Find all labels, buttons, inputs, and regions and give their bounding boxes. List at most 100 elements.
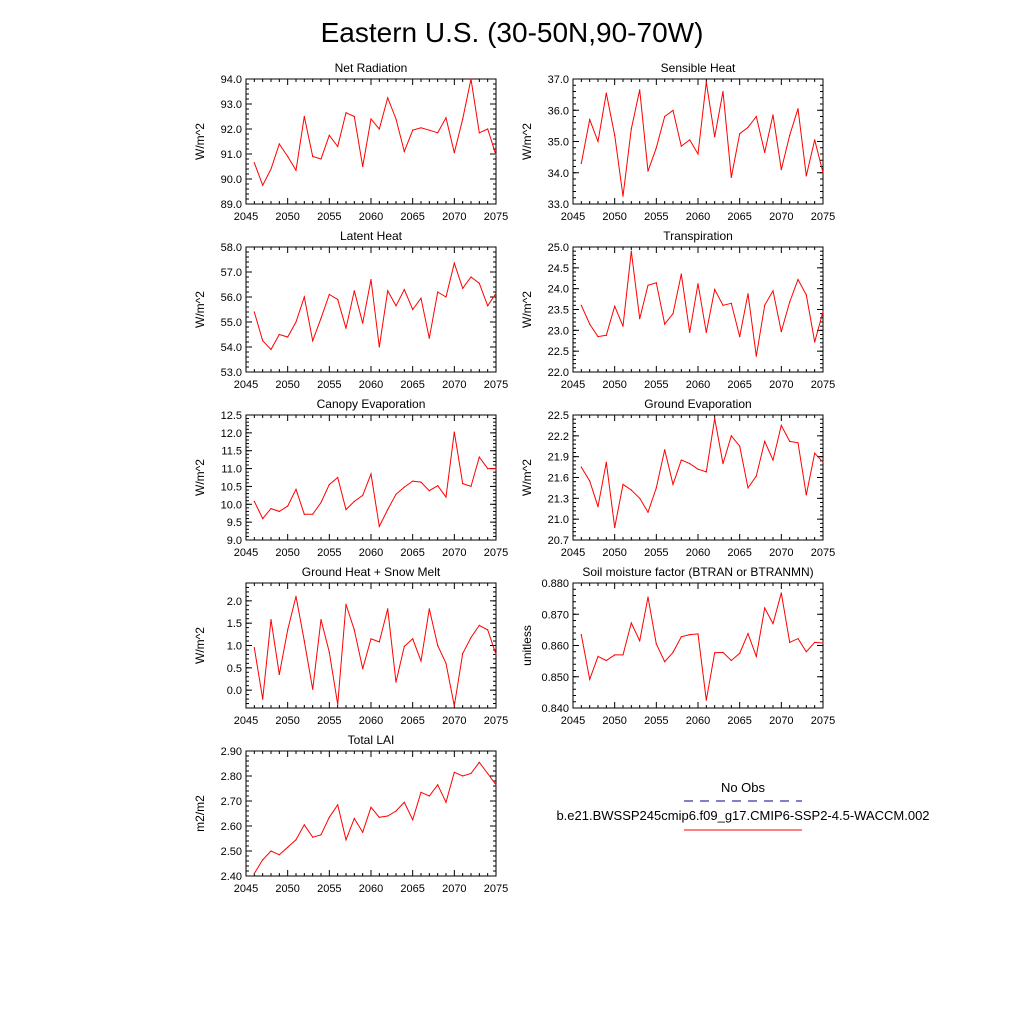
x-tick-label: 2070	[769, 715, 793, 727]
x-tick-label: 2075	[484, 547, 508, 559]
data-point	[470, 485, 472, 487]
y-tick-label: 9.5	[227, 517, 242, 529]
data-point	[295, 595, 297, 598]
data-point	[387, 290, 389, 292]
y-axis-label: W/m^2	[520, 291, 534, 328]
x-tick-label: 2050	[602, 715, 626, 727]
data-point	[412, 638, 414, 640]
x-tick-label: 2045	[561, 715, 585, 727]
y-tick-label: 36.0	[548, 105, 569, 117]
data-point	[412, 819, 414, 821]
x-tick-label: 2070	[442, 211, 466, 223]
y-tick-label: 24.0	[548, 284, 569, 296]
data-point	[478, 132, 480, 134]
data-point	[630, 128, 632, 130]
y-tick-label: 21.6	[548, 473, 569, 485]
data-point	[655, 147, 657, 149]
data-point	[253, 647, 255, 649]
data-point	[705, 699, 707, 701]
x-tick-label: 2075	[484, 211, 508, 223]
x-tick-label: 2075	[811, 715, 835, 727]
y-axis-label: unitless	[520, 625, 534, 666]
data-point	[362, 831, 364, 833]
data-point	[580, 304, 582, 306]
x-tick-label: 2060	[359, 715, 383, 727]
data-point	[437, 291, 439, 293]
chart-panel-4: 2045 2050 2055 2060 2065 2070 2075 22.0 22.5 23.0…	[520, 229, 835, 391]
data-point	[278, 673, 280, 676]
series-line	[253, 596, 497, 706]
data-point	[478, 456, 480, 458]
data-point	[605, 334, 607, 336]
x-tick-label: 2055	[317, 211, 341, 223]
y-tick-label: 21.9	[548, 452, 569, 464]
data-point	[320, 317, 322, 319]
x-tick-label: 2070	[769, 211, 793, 223]
y-tick-label: 2.60	[221, 821, 242, 833]
data-point	[487, 128, 489, 130]
data-point	[639, 89, 641, 91]
data-point	[672, 109, 674, 111]
y-tick-label: 11.5	[221, 446, 242, 458]
data-point	[772, 290, 774, 292]
y-tick-label: 1.5	[227, 618, 242, 630]
data-point	[420, 297, 422, 299]
data-point	[705, 471, 707, 473]
data-point	[730, 302, 732, 304]
y-tick-label: 2.0	[227, 596, 242, 608]
y-axis-label: W/m^2	[520, 123, 534, 160]
data-point	[412, 129, 414, 131]
data-point	[428, 129, 430, 131]
data-point	[689, 139, 691, 141]
data-point	[287, 629, 289, 631]
data-point	[270, 508, 272, 510]
data-point	[805, 175, 807, 177]
data-point	[303, 640, 305, 642]
data-point	[714, 417, 716, 420]
plot-frame	[245, 246, 497, 373]
x-tick-label: 2060	[359, 883, 383, 895]
y-tick-label: 56.0	[221, 292, 242, 304]
data-point	[722, 651, 724, 654]
x-tick-label: 2045	[234, 379, 258, 391]
data-point	[445, 296, 447, 298]
data-point	[478, 761, 480, 763]
data-point	[664, 449, 666, 451]
data-point	[797, 442, 799, 444]
data-point	[764, 151, 766, 153]
y-tick-label: 22.5	[548, 346, 569, 358]
data-point	[312, 155, 314, 158]
data-point	[697, 283, 699, 285]
data-point	[353, 500, 355, 502]
series-line	[253, 432, 496, 529]
data-point	[295, 169, 297, 171]
x-tick-label: 2060	[686, 211, 710, 223]
data-point	[495, 784, 497, 786]
y-tick-label: 53.0	[221, 367, 242, 379]
data-point	[295, 839, 297, 841]
data-point	[412, 308, 414, 311]
data-point	[589, 480, 591, 482]
data-point	[378, 641, 380, 643]
panel-title: Total LAI	[348, 733, 395, 747]
y-tick-label: 0.880	[541, 578, 569, 590]
data-point	[639, 497, 641, 499]
chart-panel-1: 2045 2050 2055 2060 2065 2070 2075 89.0 90.0 91.0…	[193, 61, 508, 223]
data-point	[672, 651, 674, 654]
x-tick-label: 2075	[811, 547, 835, 559]
chart-panel-9: 2045 2050 2055 2060 2065 2070 2075 2.40 2.50 2.60…	[193, 733, 508, 895]
y-tick-label: 94.0	[221, 74, 242, 86]
data-point	[697, 153, 699, 155]
data-point	[287, 505, 289, 507]
data-point	[689, 331, 691, 333]
data-point	[697, 633, 699, 635]
data-point	[403, 486, 405, 488]
data-point	[345, 839, 347, 841]
series-line	[253, 261, 497, 351]
data-point	[487, 305, 489, 307]
y-tick-label: 0.0	[227, 685, 242, 697]
x-tick-label: 2045	[561, 547, 585, 559]
data-point	[580, 162, 582, 164]
panel-title: Transpiration	[663, 229, 733, 243]
